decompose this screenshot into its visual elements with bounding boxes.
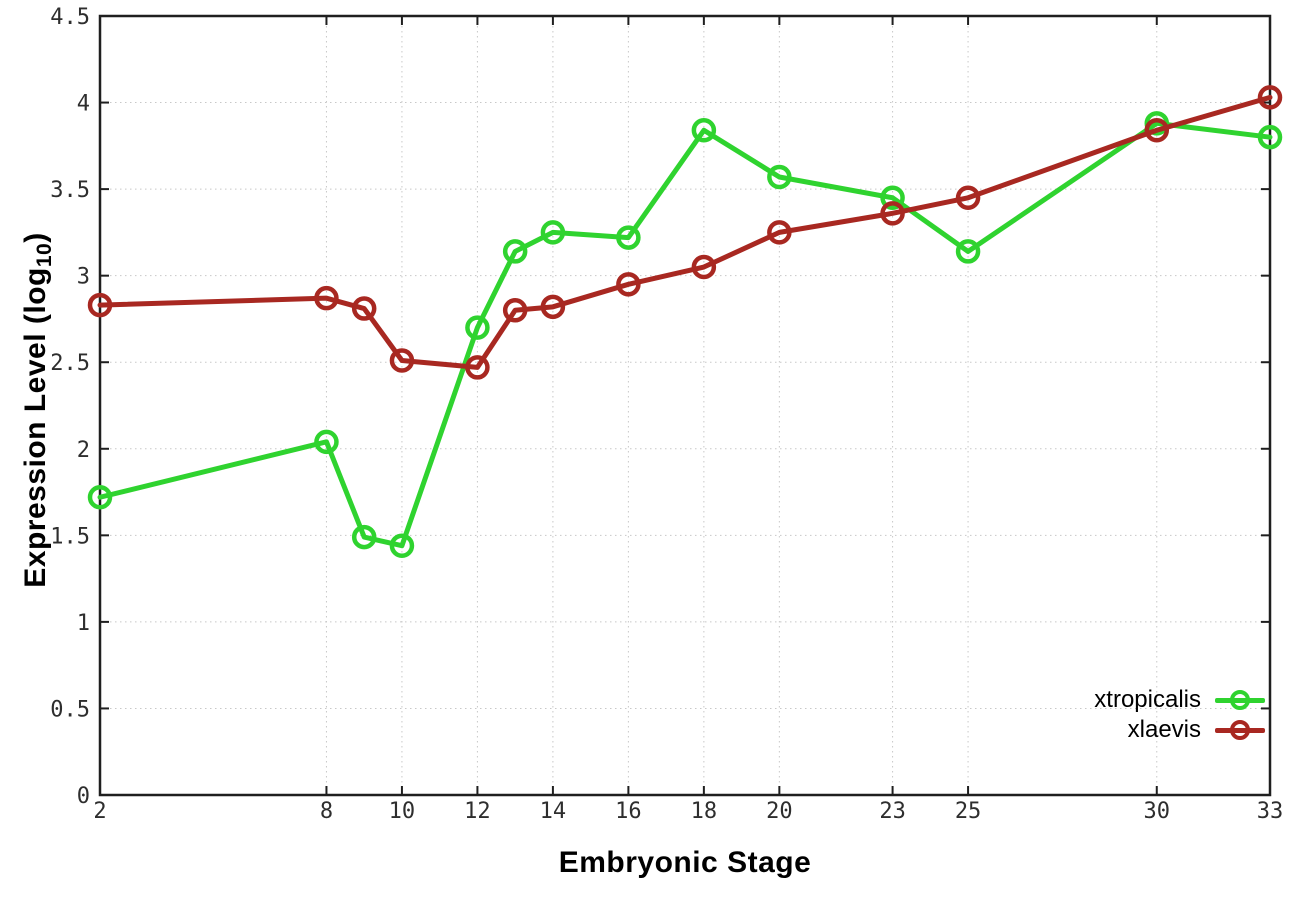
data-point-xlaevis bbox=[880, 201, 905, 226]
data-point-xlaevis bbox=[1257, 85, 1283, 110]
data-point-xlaevis bbox=[955, 185, 981, 211]
plot-border bbox=[98, 14, 1272, 797]
legend-item-xlaevis: xlaevis bbox=[1094, 716, 1265, 743]
data-point-xtropicalis bbox=[351, 524, 377, 550]
legend-circle-icon bbox=[1230, 720, 1250, 740]
y-axis-title-text: Expression Level (log bbox=[19, 267, 52, 588]
data-point-xtropicalis bbox=[87, 484, 113, 510]
y-tick-label: 4 bbox=[77, 92, 90, 117]
y-tick-label: 3.5 bbox=[50, 178, 90, 203]
legend: xtropicalis xlaevis bbox=[1094, 686, 1265, 743]
x-tick-label: 2 bbox=[93, 799, 106, 824]
data-point-xlaevis bbox=[502, 298, 528, 323]
data-point-xtropicalis bbox=[465, 315, 490, 340]
x-tick-label: 33 bbox=[1257, 799, 1284, 824]
data-point-xlaevis bbox=[540, 294, 566, 320]
data-point-xlaevis bbox=[616, 272, 641, 297]
y-tick-label: 1 bbox=[77, 611, 90, 636]
legend-circle-icon bbox=[1230, 690, 1250, 710]
y-tick-label: 1.5 bbox=[50, 524, 90, 549]
y-tick-label: 2.5 bbox=[50, 351, 90, 376]
x-tick-label: 8 bbox=[320, 799, 333, 824]
y-axis-title: Expression Level (log10) bbox=[19, 195, 57, 625]
x-tick-label: 20 bbox=[766, 799, 793, 824]
legend-sample-xtropicalis bbox=[1215, 687, 1265, 713]
x-tick-label: 18 bbox=[691, 799, 718, 824]
data-point-xtropicalis bbox=[389, 533, 415, 558]
data-point-xtropicalis bbox=[955, 239, 981, 264]
data-point-xlaevis bbox=[767, 220, 792, 245]
x-tick-label: 10 bbox=[389, 799, 416, 824]
legend-sample-xlaevis bbox=[1215, 717, 1265, 743]
x-tick-label: 14 bbox=[540, 799, 567, 824]
data-point-xlaevis bbox=[87, 292, 113, 318]
data-point-xlaevis bbox=[389, 348, 415, 373]
data-point-xlaevis bbox=[465, 355, 490, 380]
y-tick-label: 0.5 bbox=[50, 697, 90, 722]
data-point-xlaevis bbox=[314, 285, 339, 311]
legend-label-xlaevis: xlaevis bbox=[1127, 716, 1201, 743]
data-point-xtropicalis bbox=[314, 429, 339, 455]
legend-item-xtropicalis: xtropicalis bbox=[1094, 686, 1265, 713]
data-point-xtropicalis bbox=[502, 239, 528, 264]
x-tick-label: 16 bbox=[615, 799, 642, 824]
x-tick-label: 30 bbox=[1144, 799, 1171, 824]
data-point-xlaevis bbox=[691, 254, 717, 280]
y-tick-label: 2 bbox=[77, 438, 90, 463]
y-axis-title-close: ) bbox=[19, 232, 52, 243]
series-line-xlaevis bbox=[97, 94, 1273, 370]
data-point-xtropicalis bbox=[1257, 124, 1283, 150]
data-point-xtropicalis bbox=[880, 185, 905, 211]
legend-label-xtropicalis: xtropicalis bbox=[1094, 686, 1201, 713]
data-point-xtropicalis bbox=[616, 225, 641, 250]
x-axis-title: Embryonic Stage bbox=[558, 846, 812, 879]
data-point-xlaevis bbox=[1144, 118, 1170, 143]
data-point-xtropicalis bbox=[691, 118, 717, 143]
data-point-xtropicalis bbox=[767, 164, 792, 190]
x-tick-label: 25 bbox=[955, 799, 982, 824]
x-tick-label: 12 bbox=[464, 799, 491, 824]
series-line-xtropicalis bbox=[97, 120, 1273, 549]
data-point-xlaevis bbox=[351, 296, 377, 321]
y-axis-title-subscript: 10 bbox=[33, 242, 56, 268]
y-tick-label: 0 bbox=[77, 784, 90, 809]
y-tick-label: 4.5 bbox=[50, 5, 90, 30]
data-point-xtropicalis bbox=[540, 220, 566, 245]
y-tick-label: 3 bbox=[77, 265, 90, 290]
x-tick-label: 23 bbox=[879, 799, 906, 824]
